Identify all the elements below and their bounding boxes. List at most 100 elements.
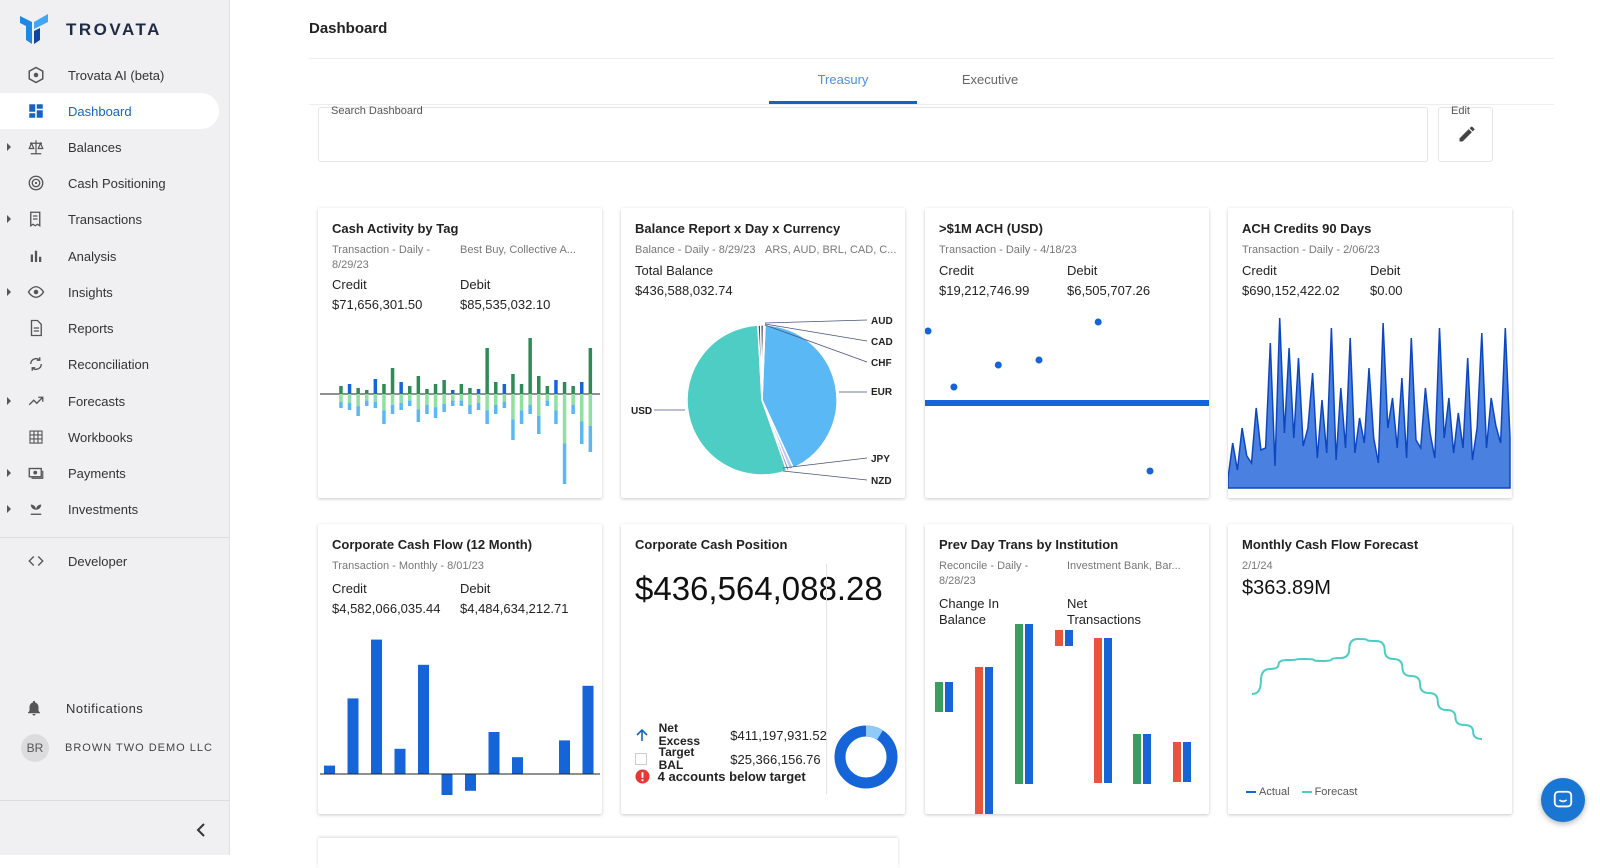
cash-activity-bar (433, 394, 438, 408)
card-subtitle: Balance - Daily - 8/29/23 (635, 244, 756, 256)
sidebar-item-dashboard[interactable]: Dashboard (0, 93, 219, 129)
chat-icon (1553, 790, 1573, 808)
sidebar-item-reconciliation[interactable]: Reconciliation (0, 346, 219, 382)
card-prev-day-trans[interactable]: Prev Day Trans by Institution Reconcile … (925, 524, 1209, 814)
caret-right-icon[interactable] (7, 288, 11, 296)
cash-activity-bar (365, 394, 369, 401)
caret-right-icon[interactable] (7, 505, 11, 513)
card-filter: Investment Bank, Bar... (1067, 560, 1181, 572)
target-icon (26, 173, 46, 193)
card-title: Prev Day Trans by Institution (939, 537, 1119, 552)
divider (309, 58, 1554, 59)
sidebar-item-label: Trovata AI (beta) (68, 67, 165, 83)
card-corp-cash-position[interactable]: Corporate Cash Position $436,564,088.28 … (621, 524, 905, 814)
card-title: Corporate Cash Flow (12 Month) (332, 537, 533, 552)
sidebar-item-label: Dashboard (68, 103, 132, 119)
tab-executive[interactable]: Executive (961, 72, 1019, 87)
account-switcher[interactable]: BR BROWN TWO DEMO LLC (0, 730, 219, 766)
credit-label: Credit (332, 581, 367, 596)
cash-activity-bar (485, 348, 489, 394)
legend-actual[interactable]: Actual (1246, 786, 1290, 798)
cash-activity-bar (537, 376, 541, 394)
debit-value: $0.00 (1370, 283, 1403, 298)
chat-support-button[interactable] (1541, 778, 1585, 822)
caret-right-icon[interactable] (7, 469, 11, 477)
cash-activity-bar (408, 394, 412, 401)
scatter-point (1146, 467, 1154, 475)
card-ach-credits[interactable]: ACH Credits 90 Days Transaction - Daily … (1228, 208, 1512, 498)
receipt-icon (26, 209, 46, 229)
cash-activity-bar (468, 394, 472, 405)
institution-bar (1065, 630, 1073, 646)
sidebar-item-balances[interactable]: Balances (0, 129, 219, 165)
sidebar-item-notifications[interactable]: Notifications (0, 690, 219, 726)
pie-label-jpy: JPY (871, 454, 890, 465)
institution-bar (975, 667, 983, 814)
card-corp-cash-flow[interactable]: Corporate Cash Flow (12 Month) Transacti… (318, 524, 602, 814)
card-subtitle-line2: 8/28/23 (939, 575, 976, 587)
trend-icon (26, 391, 46, 411)
caret-right-icon[interactable] (7, 143, 11, 151)
card-title: >$1M ACH (USD) (939, 221, 1043, 236)
sidebar-item-workbooks[interactable]: Workbooks (0, 419, 219, 455)
card-monthly-forecast[interactable]: Monthly Cash Flow Forecast 2/1/24 $363.8… (1228, 524, 1512, 814)
pie-label-nzd: NZD (871, 476, 892, 487)
card-balance-report[interactable]: Balance Report x Day x Currency Balance … (621, 208, 905, 498)
cash-flow-bar-chart (320, 639, 600, 795)
caret-right-icon[interactable] (7, 215, 11, 223)
sidebar-item-transactions[interactable]: Transactions (0, 201, 219, 237)
cash-activity-bar (365, 400, 369, 406)
cash-activity-bar (562, 443, 567, 484)
target-label: Target BAL (658, 745, 695, 772)
sidebar-item-forecasts[interactable]: Forecasts (0, 383, 219, 419)
sidebar-item-developer[interactable]: Developer (0, 543, 219, 579)
sidebar-item-trovata-ai-beta[interactable]: Trovata AI (beta) (0, 57, 219, 93)
cash-position-value: $436,564,088.28 (635, 570, 883, 607)
card-title: Corporate Cash Position (635, 537, 788, 552)
collapse-sidebar-button[interactable] (192, 820, 212, 840)
cash-activity-bar (373, 379, 378, 394)
document-icon (26, 318, 46, 338)
sidebar-item-label: Reports (68, 320, 114, 336)
pencil-icon (1459, 126, 1475, 142)
cash-activity-bar (339, 401, 343, 408)
edit-button[interactable]: Edit (1438, 105, 1493, 162)
cash-activity-bar (408, 386, 412, 394)
credit-label: Credit (939, 263, 974, 278)
sidebar-item-insights[interactable]: Insights (0, 274, 219, 310)
logo[interactable]: TROVATA (20, 14, 162, 46)
legend-forecast-label: Forecast (1314, 786, 1358, 798)
search-input[interactable] (331, 130, 1411, 154)
scatter-point (950, 383, 958, 391)
divider (0, 537, 230, 538)
cash-activity-bar (459, 394, 464, 401)
cash-activity-bar (356, 394, 360, 407)
cash-activity-bar (494, 394, 498, 405)
cash-activity-bar (347, 402, 352, 410)
sidebar-item-analysis[interactable]: Analysis (0, 238, 219, 274)
card-ach-1m[interactable]: >$1M ACH (USD) Transaction - Daily - 4/1… (925, 208, 1209, 498)
sidebar-item-reports[interactable]: Reports (0, 310, 219, 346)
ai-hexagon-icon (26, 65, 46, 85)
institution-bar (1015, 624, 1023, 784)
legend-actual-label: Actual (1259, 786, 1290, 798)
cash-activity-bar (537, 394, 541, 416)
caret-right-icon[interactable] (7, 397, 11, 405)
sidebar-item-payments[interactable]: Payments (0, 455, 219, 491)
debit-value: $6,505,707.26 (1067, 283, 1151, 298)
tab-treasury[interactable]: Treasury (769, 64, 917, 104)
debit-value: $85,535,032.10 (460, 297, 551, 312)
sidebar-item-cash-positioning[interactable]: Cash Positioning (0, 165, 219, 201)
sidebar-item-label: Cash Positioning (68, 175, 166, 191)
search-dashboard-field[interactable]: Search Dashboard (318, 105, 1428, 162)
scatter-point (994, 361, 1002, 369)
cash-activity-bar (399, 394, 403, 403)
sidebar-item-investments[interactable]: Investments (0, 491, 219, 527)
legend-forecast[interactable]: Forecast (1301, 786, 1358, 798)
cash-activity-bar (502, 394, 507, 402)
institution-bar (935, 682, 943, 712)
card-cash-activity[interactable]: Cash Activity by Tag Transaction - Daily… (318, 208, 602, 498)
forecast-line-chart (1251, 637, 1483, 740)
card-subtitle: Transaction - Daily - 4/18/23 (939, 244, 1077, 256)
card-title: Cash Activity by Tag (332, 221, 459, 236)
